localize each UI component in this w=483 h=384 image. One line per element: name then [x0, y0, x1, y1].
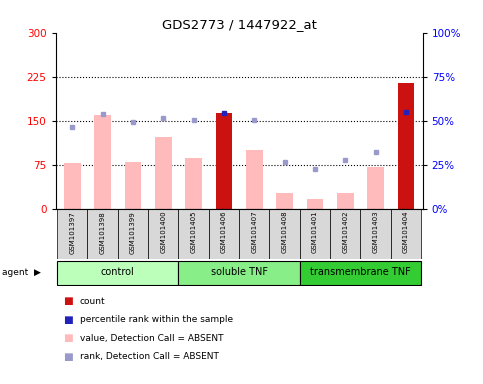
Bar: [330, 209, 360, 259]
Bar: [185, 158, 202, 209]
Bar: [398, 83, 414, 209]
Text: GSM101400: GSM101400: [160, 211, 166, 253]
Bar: [209, 209, 239, 259]
Bar: [270, 209, 300, 259]
Bar: [367, 167, 384, 209]
Text: rank, Detection Call = ABSENT: rank, Detection Call = ABSENT: [80, 352, 219, 361]
Bar: [276, 193, 293, 209]
Bar: [148, 209, 178, 259]
Text: ■: ■: [63, 296, 72, 306]
Text: GSM101402: GSM101402: [342, 211, 348, 253]
Bar: [360, 209, 391, 259]
Text: GSM101398: GSM101398: [99, 211, 106, 253]
Text: value, Detection Call = ABSENT: value, Detection Call = ABSENT: [80, 334, 223, 343]
Text: GSM101408: GSM101408: [282, 211, 287, 253]
Text: soluble TNF: soluble TNF: [211, 267, 268, 277]
Bar: [118, 209, 148, 259]
Bar: [155, 137, 171, 209]
Bar: [87, 209, 118, 259]
Bar: [125, 162, 141, 209]
Bar: [300, 260, 421, 285]
Text: count: count: [80, 297, 105, 306]
Text: GSM101407: GSM101407: [251, 211, 257, 253]
Bar: [300, 209, 330, 259]
Bar: [215, 113, 232, 209]
Bar: [307, 199, 323, 209]
Text: GSM101397: GSM101397: [69, 211, 75, 253]
Text: agent  ▶: agent ▶: [2, 268, 41, 277]
Bar: [57, 260, 178, 285]
Bar: [337, 193, 354, 209]
Bar: [178, 209, 209, 259]
Text: GSM101401: GSM101401: [312, 211, 318, 253]
Bar: [239, 209, 270, 259]
Text: GSM101406: GSM101406: [221, 211, 227, 253]
Text: control: control: [101, 267, 135, 277]
Text: GSM101403: GSM101403: [372, 211, 379, 253]
Text: ■: ■: [63, 352, 72, 362]
Text: GSM101405: GSM101405: [191, 211, 197, 253]
Bar: [94, 115, 111, 209]
Text: ■: ■: [63, 333, 72, 343]
Title: GDS2773 / 1447922_at: GDS2773 / 1447922_at: [162, 18, 316, 31]
Bar: [391, 209, 421, 259]
Text: GSM101404: GSM101404: [403, 211, 409, 253]
Text: GSM101399: GSM101399: [130, 211, 136, 253]
Bar: [64, 163, 81, 209]
Text: ■: ■: [63, 315, 72, 325]
Bar: [57, 209, 87, 259]
Text: percentile rank within the sample: percentile rank within the sample: [80, 315, 233, 324]
Text: transmembrane TNF: transmembrane TNF: [310, 267, 411, 277]
Bar: [246, 151, 263, 209]
Bar: [178, 260, 300, 285]
